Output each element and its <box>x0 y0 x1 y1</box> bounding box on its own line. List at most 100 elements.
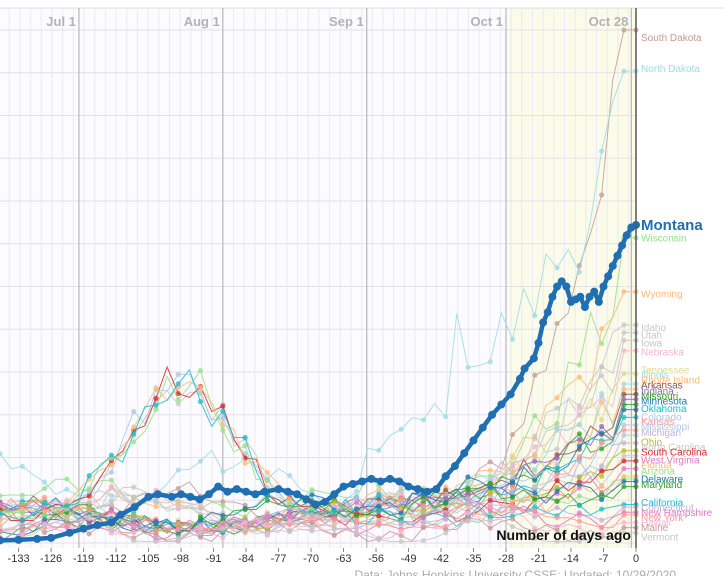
series-point <box>509 479 516 485</box>
series-point <box>599 533 605 539</box>
series-point <box>242 434 248 441</box>
montana-point <box>460 449 469 458</box>
series-point <box>108 477 115 483</box>
series-point <box>576 510 582 516</box>
state-label: Colorado <box>641 412 682 423</box>
series-point <box>532 444 538 450</box>
series-point <box>287 518 293 524</box>
series-point <box>576 482 582 488</box>
series-point <box>576 405 582 411</box>
montana-point <box>116 510 125 519</box>
series-point <box>532 490 538 496</box>
series-point <box>86 531 92 537</box>
series-point <box>0 529 3 535</box>
series-point <box>0 518 3 524</box>
series-point <box>599 192 605 198</box>
series-point <box>599 525 605 531</box>
x-tick-label: -133 <box>8 553 30 565</box>
state-label: Wyoming <box>641 290 683 301</box>
montana-point <box>562 282 571 291</box>
series-point <box>309 528 315 534</box>
series-point <box>576 421 582 428</box>
series-point <box>220 535 226 541</box>
series-point <box>554 527 560 533</box>
series-point <box>576 362 582 368</box>
series-point <box>287 512 293 518</box>
series-point <box>554 427 560 433</box>
state-label: Michigan <box>641 428 681 439</box>
series-point <box>131 529 137 535</box>
montana-point <box>107 518 116 527</box>
state-label: Oklahoma <box>641 404 687 415</box>
state-label: Hawaii <box>641 518 671 529</box>
series-point <box>554 405 560 411</box>
montana-point <box>594 297 603 306</box>
state-label: Florida <box>641 461 672 472</box>
series-line <box>0 517 636 542</box>
series-point <box>576 431 582 437</box>
series-point <box>599 372 605 379</box>
series-point <box>131 424 137 430</box>
x-tick-label: -112 <box>105 553 126 565</box>
series-point <box>131 494 137 500</box>
state-label: Nebraska <box>641 348 684 359</box>
series-point <box>108 452 115 458</box>
series-point <box>621 448 627 454</box>
series-point <box>576 518 582 524</box>
series-point <box>64 522 70 528</box>
series-point <box>220 502 226 508</box>
montana-point <box>302 495 311 504</box>
series-point <box>41 479 48 485</box>
series-point <box>153 385 159 391</box>
series-point <box>532 496 538 502</box>
series-point <box>443 530 449 536</box>
series-point <box>420 513 426 520</box>
series-point <box>19 463 25 469</box>
series-point <box>131 538 137 544</box>
series-point <box>108 501 115 507</box>
series-point <box>621 483 627 490</box>
series-point <box>443 491 449 497</box>
series-point <box>554 461 560 467</box>
series-point <box>153 402 159 408</box>
series-point <box>465 494 471 501</box>
series-point <box>576 538 582 545</box>
state-label: Indiana <box>641 387 674 398</box>
series-point <box>509 484 516 490</box>
series-point <box>353 488 360 495</box>
series-point <box>398 510 404 516</box>
grid-lines <box>0 8 636 548</box>
series-point <box>621 504 627 510</box>
series-point <box>554 515 560 521</box>
series-point <box>465 486 471 492</box>
series-point <box>465 510 471 516</box>
series-line <box>0 237 636 518</box>
series-point <box>509 502 516 508</box>
series-point <box>220 512 226 519</box>
series-point <box>554 505 560 511</box>
series-point <box>420 494 426 500</box>
series-point <box>532 433 538 439</box>
montana-point <box>385 474 394 483</box>
montana-point <box>622 231 631 240</box>
state-label: Tennessee <box>641 366 690 377</box>
series-point <box>576 474 582 480</box>
series-point <box>576 374 582 380</box>
series-point <box>197 458 204 464</box>
series-point <box>41 512 48 518</box>
x-axis-title: Number of days ago <box>496 527 631 543</box>
state-label: Mississippi <box>641 422 689 433</box>
series-point <box>197 505 204 511</box>
series-point <box>532 372 538 378</box>
state-label: Idaho <box>641 323 666 334</box>
series-point <box>64 515 70 521</box>
series-point <box>554 446 560 452</box>
series-point <box>197 367 204 374</box>
series-point <box>621 422 627 428</box>
series-point <box>108 530 115 536</box>
series-point <box>554 488 560 494</box>
x-tick-label: -7 <box>599 553 609 565</box>
series-point <box>131 512 137 518</box>
